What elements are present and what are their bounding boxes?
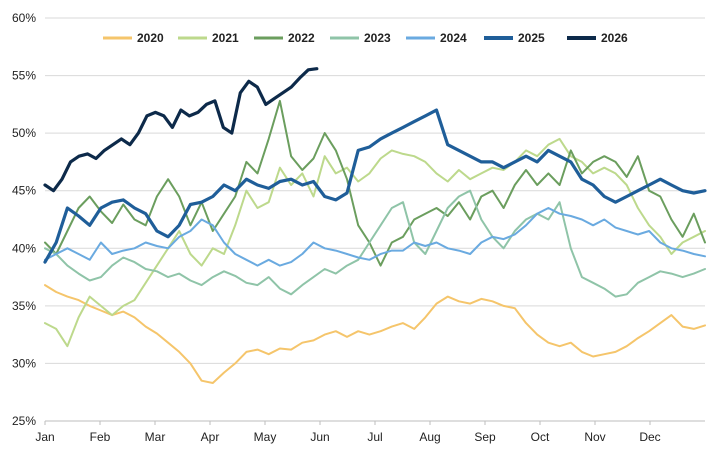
- x-tick-label: Oct: [531, 430, 550, 444]
- x-tick-label: Aug: [419, 430, 440, 444]
- legend-label-2023: 2023: [364, 31, 391, 45]
- series-line-2025: [43, 108, 707, 264]
- series-line-2020: [44, 284, 706, 384]
- y-tick-label: 40%: [12, 241, 36, 255]
- series-line-2024: [44, 207, 706, 267]
- x-tick-label: Nov: [584, 430, 605, 444]
- series-line-2021: [44, 137, 706, 348]
- y-tick-label: 35%: [12, 299, 36, 313]
- y-tick-label: 45%: [12, 184, 36, 198]
- x-tick-label: Feb: [90, 430, 111, 444]
- series-line-2022: [44, 99, 706, 267]
- x-tick-label: Jun: [310, 430, 329, 444]
- gridlines: [45, 17, 705, 422]
- y-tick-label: 50%: [12, 126, 36, 140]
- x-tick-label: Jan: [35, 430, 54, 444]
- legend-label-2021: 2021: [212, 31, 239, 45]
- series-lines: [43, 67, 707, 384]
- axes: 25% 30% 35% 40% 45% 50% 55% 60% Jan Feb Mar Apr May J…: [12, 11, 661, 444]
- series-line-2023: [44, 189, 706, 298]
- legend-label-2025: 2025: [518, 31, 545, 45]
- y-tick-label: 25%: [12, 414, 36, 428]
- legend-label-2020: 2020: [137, 31, 164, 45]
- legend: 2020 2021 2022 2023 2024 2025 2026: [103, 31, 628, 45]
- y-tick-label: 60%: [12, 11, 36, 25]
- x-tick-label: Sep: [474, 430, 496, 444]
- y-tick-label: 55%: [12, 69, 36, 83]
- legend-label-2026: 2026: [601, 31, 628, 45]
- x-tick-label: May: [254, 430, 277, 444]
- y-tick-label: 30%: [12, 356, 36, 370]
- x-tick-label: Jul: [367, 430, 382, 444]
- series-line-2026: [43, 67, 319, 193]
- x-tick-label: Dec: [639, 430, 660, 444]
- x-tick-label: Mar: [145, 430, 166, 444]
- legend-label-2024: 2024: [440, 31, 467, 45]
- x-tick-label: Apr: [201, 430, 220, 444]
- legend-label-2022: 2022: [288, 31, 315, 45]
